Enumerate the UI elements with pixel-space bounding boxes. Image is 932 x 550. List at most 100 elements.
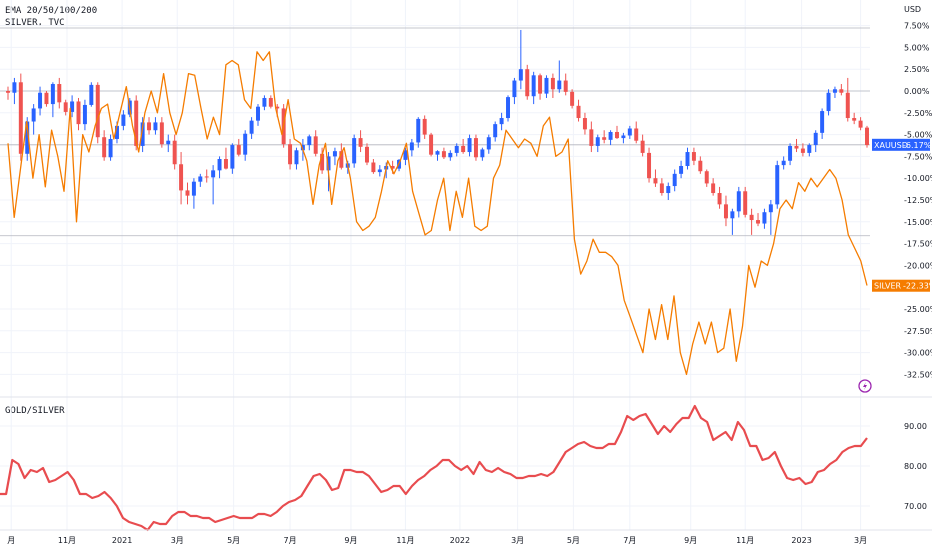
candle-body [858, 120, 863, 128]
candle-body [268, 97, 273, 107]
candle-body [409, 142, 414, 151]
candle-body [756, 220, 761, 224]
x-tick-label: 2023 [791, 536, 811, 545]
candle-body [557, 80, 562, 90]
y-tick-label: -17.50% [904, 240, 932, 249]
candle-body [813, 132, 818, 146]
candle-body [332, 151, 337, 157]
candle-body [640, 140, 645, 153]
candle-body [768, 204, 773, 213]
candle-body [236, 145, 241, 155]
y-tick-label: -25.00% [904, 305, 932, 314]
candle-body [44, 92, 49, 105]
candle-body [788, 145, 793, 161]
candle-body [12, 82, 17, 93]
x-tick-label: 2021 [112, 536, 132, 545]
candle-body [672, 173, 677, 187]
candle-body [147, 122, 152, 131]
candle-body [275, 106, 280, 109]
x-tick-label: 7月 [623, 536, 636, 545]
candle-body [839, 89, 844, 93]
candle-body [717, 193, 722, 205]
candle-body [659, 183, 664, 194]
y-tick-label: 2.50% [904, 65, 930, 74]
x-tick-label: 5月 [227, 536, 240, 545]
silver-price-tag-symbol: SILVER [874, 282, 902, 291]
x-tick-label: 月 [7, 536, 15, 545]
candle-body [211, 170, 216, 178]
candle-body [294, 150, 299, 165]
candle-body [262, 97, 267, 107]
axis-unit: USD [904, 5, 921, 14]
candle-body [711, 183, 716, 194]
candle-body [89, 84, 94, 105]
candle-body [826, 92, 831, 112]
candle-body [243, 133, 248, 155]
candle-body [634, 128, 639, 141]
candle-body [685, 152, 690, 166]
candle-body [538, 75, 543, 94]
x-tick-label: 3月 [511, 536, 524, 545]
candle-body [865, 127, 869, 146]
candle-body [204, 176, 209, 178]
candle-body [461, 145, 466, 153]
candle-body [691, 152, 696, 161]
candle-body [38, 92, 43, 109]
candle-body [102, 137, 107, 158]
candle-body [31, 108, 36, 122]
silver-line [7, 51, 868, 376]
candle-body [25, 121, 30, 154]
candle-body [576, 105, 581, 119]
lower-pane-title[interactable]: GOLD/SILVER [5, 406, 65, 416]
candle-body [736, 191, 741, 212]
candle-body [256, 106, 260, 121]
candle-body [467, 138, 472, 153]
candle-body [570, 91, 575, 106]
candle-body [730, 211, 735, 219]
candle-body [820, 111, 825, 133]
candle-body [217, 159, 222, 171]
y-tick-label: 7.50% [904, 22, 930, 31]
candle-body [82, 104, 87, 125]
y-tick-label: 5.00% [904, 43, 930, 52]
x-tick-label: 11月 [736, 536, 754, 545]
xauusd-price-tag [872, 138, 930, 151]
indicator-legend[interactable]: EMA 20/50/100/200 [5, 6, 98, 16]
y-tick-label: -30.00% [904, 349, 932, 358]
x-tick-label: 3月 [854, 536, 867, 545]
candle-body [512, 80, 517, 98]
ratio-line-layer [0, 404, 868, 532]
grid [0, 0, 870, 530]
candle-body [166, 140, 171, 145]
symbol-legend[interactable]: SILVER, TVC [5, 18, 65, 28]
candle-body [377, 169, 382, 173]
candle-body [743, 191, 748, 215]
lightning-icon[interactable] [858, 379, 872, 393]
candle-body [544, 77, 549, 94]
x-tick-label: 9月 [344, 536, 357, 545]
candle-body [230, 145, 235, 169]
candle-body [390, 165, 395, 169]
y-tick-label: -15.00% [904, 218, 932, 227]
candle-body [800, 148, 805, 153]
y-tick-label: -10.00% [904, 174, 932, 183]
candle-body [153, 122, 158, 131]
price-axis[interactable]: USD 7.50% 5.00% 2.50% 0.00% -2.50% -5.00% -7.50… [904, 5, 932, 511]
candle-body [608, 131, 613, 140]
candle-body [326, 156, 331, 171]
candle-body [172, 140, 177, 165]
y-tick-label: 70.00 [904, 502, 927, 511]
candle-body [621, 135, 626, 139]
y-tick-label: 0.00% [904, 87, 930, 96]
x-tick-label: 3月 [171, 536, 184, 545]
candle-body [63, 102, 68, 112]
candle-body [723, 204, 728, 219]
time-axis[interactable]: 月 11月 2021 3月 5月 7月 9月 11月 2022 3月 5月 7月 9月 11月 2023 3月 [0, 529, 932, 545]
gold-silver-ratio-line [0, 404, 868, 532]
candle-body [364, 146, 369, 163]
candle-body [185, 190, 190, 196]
x-tick-label: 7月 [284, 536, 297, 545]
y-tick-label: -12.50% [904, 196, 932, 205]
y-tick-label: -32.50% [904, 370, 932, 379]
